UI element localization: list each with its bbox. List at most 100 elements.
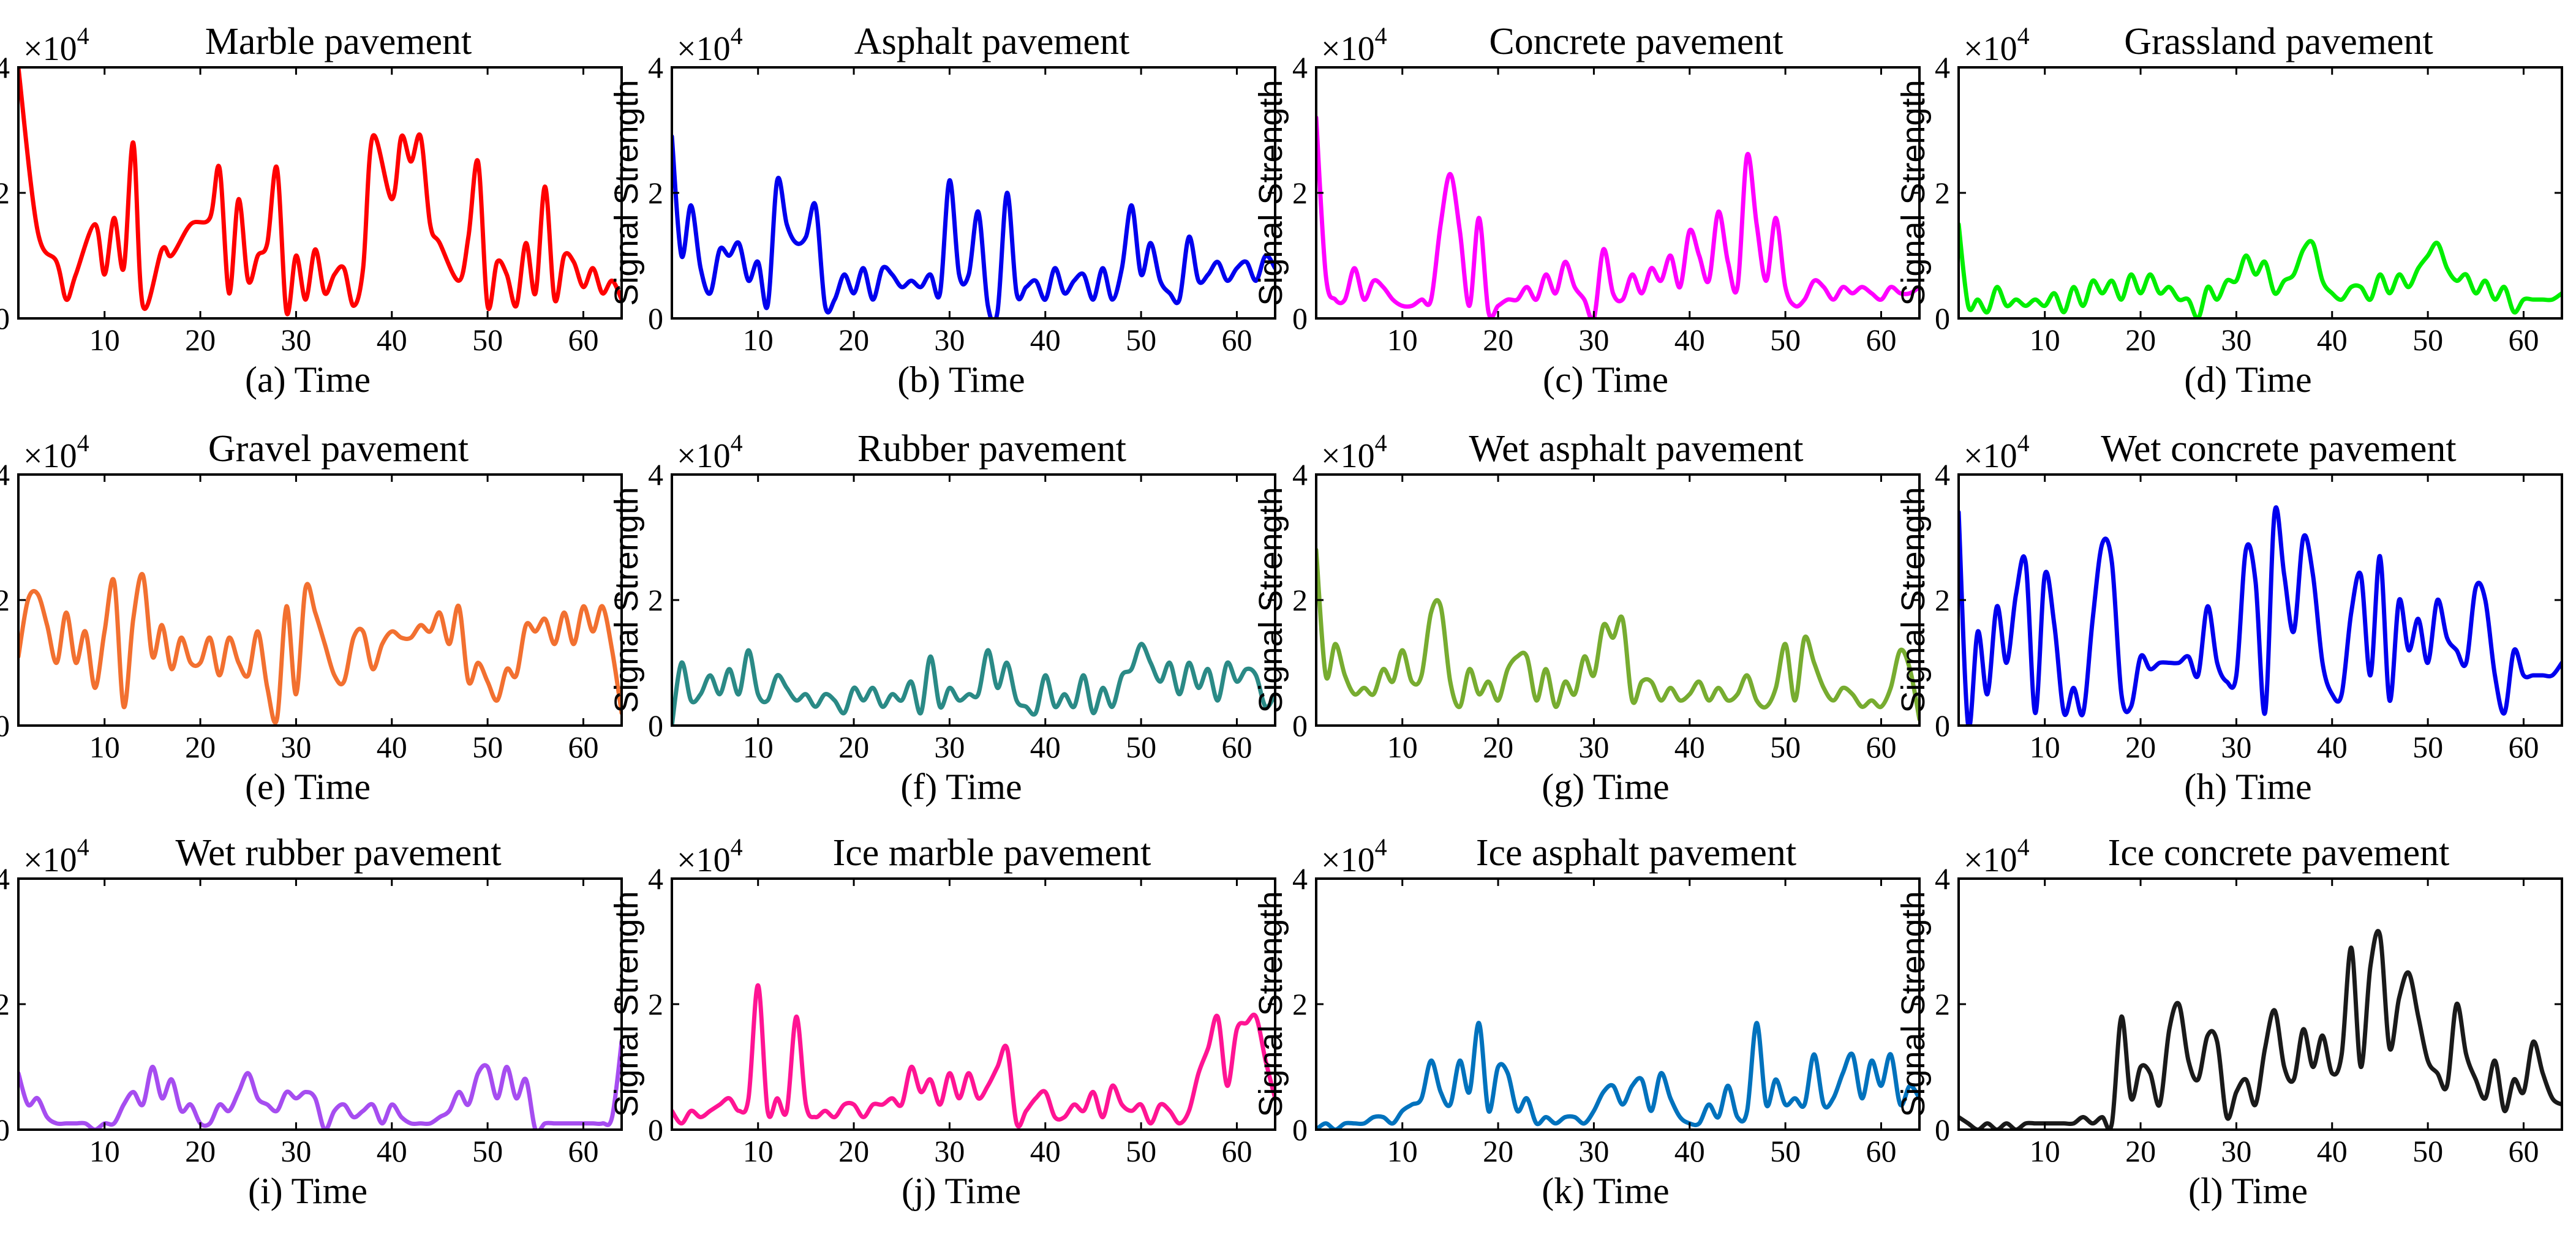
panel-caption: (f) Time xyxy=(900,767,1022,807)
panel-caption: (j) Time xyxy=(902,1171,1021,1211)
x-tick-label: 50 xyxy=(1126,323,1156,357)
panel-caption: (d) Time xyxy=(2184,359,2311,400)
chart-title: Ice concrete pavement xyxy=(2108,832,2450,874)
series-line-a xyxy=(18,67,622,317)
x-tick-label: 60 xyxy=(1221,1134,1252,1168)
x-tick-label: 60 xyxy=(2508,1134,2539,1168)
chart-title: Concrete pavement xyxy=(1489,21,1783,62)
y-tick-label: 2 xyxy=(0,176,10,210)
x-tick-label: 10 xyxy=(1387,730,1418,764)
y-tick-label: 4 xyxy=(648,861,663,896)
x-tick-label: 20 xyxy=(1483,730,1513,764)
y-tick-label: 0 xyxy=(0,301,10,336)
x-tick-label: 40 xyxy=(1674,1134,1705,1168)
x-tick-label: 50 xyxy=(472,730,503,764)
y-axis-label: Signal Strength xyxy=(1895,891,1932,1117)
x-tick-label: 10 xyxy=(89,323,120,357)
x-tick-label: 50 xyxy=(2412,1134,2443,1168)
x-tick-label: 30 xyxy=(281,323,311,357)
y-multiplier: ×104 xyxy=(677,22,743,68)
x-tick-label: 60 xyxy=(568,730,598,764)
axes-frame xyxy=(1315,66,1921,320)
y-axis-label: Signal Strength xyxy=(608,891,645,1117)
chart-title: Wet asphalt pavement xyxy=(1469,428,1804,470)
y-tick-label: 0 xyxy=(0,708,10,743)
series-line-c xyxy=(1316,115,1919,318)
y-axis-label: Signal Strength xyxy=(608,487,645,713)
y-tick-label: 2 xyxy=(1935,583,1950,617)
series-line-h xyxy=(1959,505,2562,726)
x-tick-label: 20 xyxy=(2125,323,2156,357)
x-tick-label: 50 xyxy=(2412,730,2443,764)
y-tick-label: 2 xyxy=(0,987,10,1021)
x-tick-label: 10 xyxy=(89,730,120,764)
x-tick-label: 10 xyxy=(743,323,774,357)
panel-caption: (l) Time xyxy=(2188,1171,2308,1211)
axes-frame xyxy=(671,473,1276,727)
x-tick-label: 10 xyxy=(2030,730,2060,764)
x-tick-label: 50 xyxy=(1770,730,1801,764)
x-tick-label: 50 xyxy=(1770,323,1801,357)
x-tick-label: 20 xyxy=(838,730,869,764)
y-tick-label: 4 xyxy=(0,50,10,84)
panel-caption: (h) Time xyxy=(2184,767,2311,807)
y-tick-label: 4 xyxy=(1935,861,1950,896)
x-tick-label: 60 xyxy=(2508,730,2539,764)
x-tick-label: 10 xyxy=(1387,1134,1418,1168)
x-tick-label: 20 xyxy=(2125,730,2156,764)
y-tick-label: 4 xyxy=(1292,50,1308,84)
series-line-i xyxy=(18,1040,622,1130)
y-tick-label: 2 xyxy=(1935,176,1950,210)
x-tick-label: 10 xyxy=(2030,1134,2060,1168)
y-tick-label: 0 xyxy=(648,301,663,336)
y-multiplier: ×104 xyxy=(23,22,89,68)
axes-frame xyxy=(17,877,623,1131)
x-tick-label: 40 xyxy=(1030,323,1061,357)
x-tick-label: 30 xyxy=(934,730,965,764)
y-multiplier: ×104 xyxy=(1321,22,1387,68)
x-tick-label: 40 xyxy=(2317,1134,2348,1168)
y-tick-label: 2 xyxy=(1935,987,1950,1021)
panel-caption: (b) Time xyxy=(897,359,1025,400)
x-tick-label: 30 xyxy=(934,323,965,357)
x-tick-label: 20 xyxy=(185,1134,216,1168)
y-multiplier: ×104 xyxy=(1321,833,1387,879)
x-tick-label: 30 xyxy=(2221,1134,2251,1168)
axes-frame xyxy=(1315,473,1921,727)
chart-title: Grassland pavement xyxy=(2124,21,2433,62)
series-line-d xyxy=(1959,222,2562,318)
x-tick-label: 10 xyxy=(1387,323,1418,357)
chart-title: Ice marble pavement xyxy=(833,832,1151,874)
y-tick-label: 0 xyxy=(1292,708,1308,743)
y-tick-label: 0 xyxy=(648,708,663,743)
y-tick-label: 0 xyxy=(1292,1113,1308,1147)
x-tick-label: 30 xyxy=(934,1134,965,1168)
x-tick-label: 40 xyxy=(1030,730,1061,764)
y-tick-label: 2 xyxy=(648,583,663,617)
x-tick-label: 30 xyxy=(1578,1134,1609,1168)
x-tick-label: 60 xyxy=(1866,323,1896,357)
x-tick-label: 40 xyxy=(377,730,407,764)
y-tick-label: 2 xyxy=(1292,987,1308,1021)
x-tick-label: 20 xyxy=(185,323,216,357)
y-tick-label: 4 xyxy=(1935,457,1950,492)
y-tick-label: 4 xyxy=(1292,457,1308,492)
chart-title: Marble pavement xyxy=(205,21,472,62)
y-multiplier: ×104 xyxy=(1964,833,2030,879)
series-line-e xyxy=(18,572,622,725)
series-line-l xyxy=(1959,929,2562,1130)
y-axis-label: Signal Strength xyxy=(1895,80,1932,306)
x-tick-label: 40 xyxy=(377,323,407,357)
panel-caption: (c) Time xyxy=(1543,359,1668,400)
x-tick-label: 10 xyxy=(2030,323,2060,357)
y-tick-label: 2 xyxy=(1292,176,1308,210)
y-tick-label: 4 xyxy=(648,457,663,492)
